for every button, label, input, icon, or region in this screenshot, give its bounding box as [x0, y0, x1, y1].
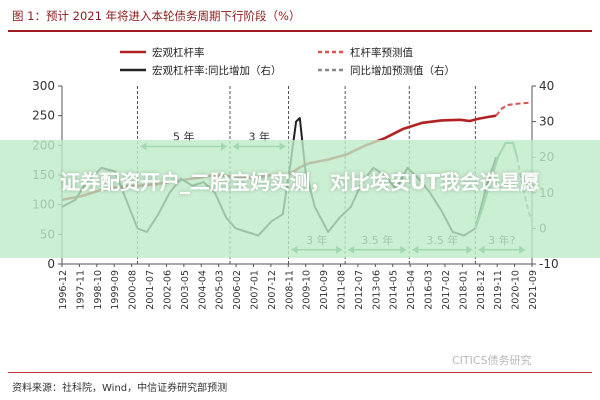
title-divider	[8, 30, 592, 32]
title-bar: 图 1：预计 2021 年将进入本轮债务周期下行阶段（%）	[0, 0, 600, 36]
x-tick-label: 2000-08	[128, 270, 139, 310]
x-tick-label: 1997-11	[75, 270, 86, 310]
legend-label: 宏观杠杆率:同比增加（右）	[152, 64, 282, 77]
x-tick-label: 2003-05	[180, 270, 191, 310]
x-tick-label: 1998-10	[93, 270, 104, 310]
chart-title: 图 1：预计 2021 年将进入本轮债务周期下行阶段（%）	[12, 9, 301, 23]
x-tick-label: 2005-03	[215, 270, 226, 310]
x-tick-label: 2007-12	[267, 270, 278, 310]
legend-label: 同比增加预测值（右）	[350, 64, 455, 77]
x-tick-label: 2014-05	[389, 270, 400, 310]
x-tick-label: 2013-06	[371, 270, 382, 310]
x-tick-label: 2006-02	[232, 270, 243, 310]
x-tick-label: 2002-06	[162, 270, 173, 310]
y-right-tick-label: 40	[539, 79, 554, 93]
y-left-tick-label: 300	[32, 79, 55, 93]
y-left-tick-label: 0	[47, 257, 55, 271]
y-right-tick-label: -10	[539, 257, 559, 271]
x-tick-label: 2015-04	[406, 270, 417, 310]
x-tick-label: 1996-12	[58, 270, 69, 310]
x-tick-label: 2001-07	[145, 270, 156, 310]
x-tick-label: 2009-10	[302, 270, 313, 310]
x-tick-label: 2016-03	[424, 270, 435, 310]
series-line	[495, 101, 531, 117]
x-tick-label: 2011-08	[337, 270, 348, 310]
x-tick-label: 2019-11	[493, 270, 504, 310]
y-left-tick-label: 250	[32, 109, 55, 123]
legend-label: 杠杆率预测值	[350, 46, 413, 59]
overlay-banner	[0, 140, 600, 258]
overlay-text: 证券配资开户_二胎宝妈实测，对比埃安UT我会选星愿	[60, 170, 540, 194]
y-right-tick-label: 30	[539, 115, 554, 129]
x-tick-label: 2017-02	[441, 270, 452, 310]
legend-label: 宏观杠杆率	[152, 46, 205, 59]
x-tick-label: 2018-01	[458, 270, 469, 310]
watermark: CITICS债务研究	[452, 354, 532, 367]
x-tick-label: 2020-10	[511, 270, 522, 310]
x-tick-label: 2012-07	[354, 270, 365, 310]
x-tick-label: 2018-12	[476, 270, 487, 310]
x-tick-label: 1999-09	[110, 270, 121, 310]
source-note: 资料来源：社科院，Wind，中信证券研究部预测	[12, 383, 228, 394]
x-tick-label: 2008-11	[284, 270, 295, 310]
source-divider	[8, 372, 592, 373]
x-tick-label: 2010-09	[319, 270, 330, 310]
x-tick-label: 2021-09	[528, 270, 539, 310]
x-tick-label: 2004-04	[197, 270, 208, 310]
x-tick-label: 2007-01	[249, 270, 260, 310]
